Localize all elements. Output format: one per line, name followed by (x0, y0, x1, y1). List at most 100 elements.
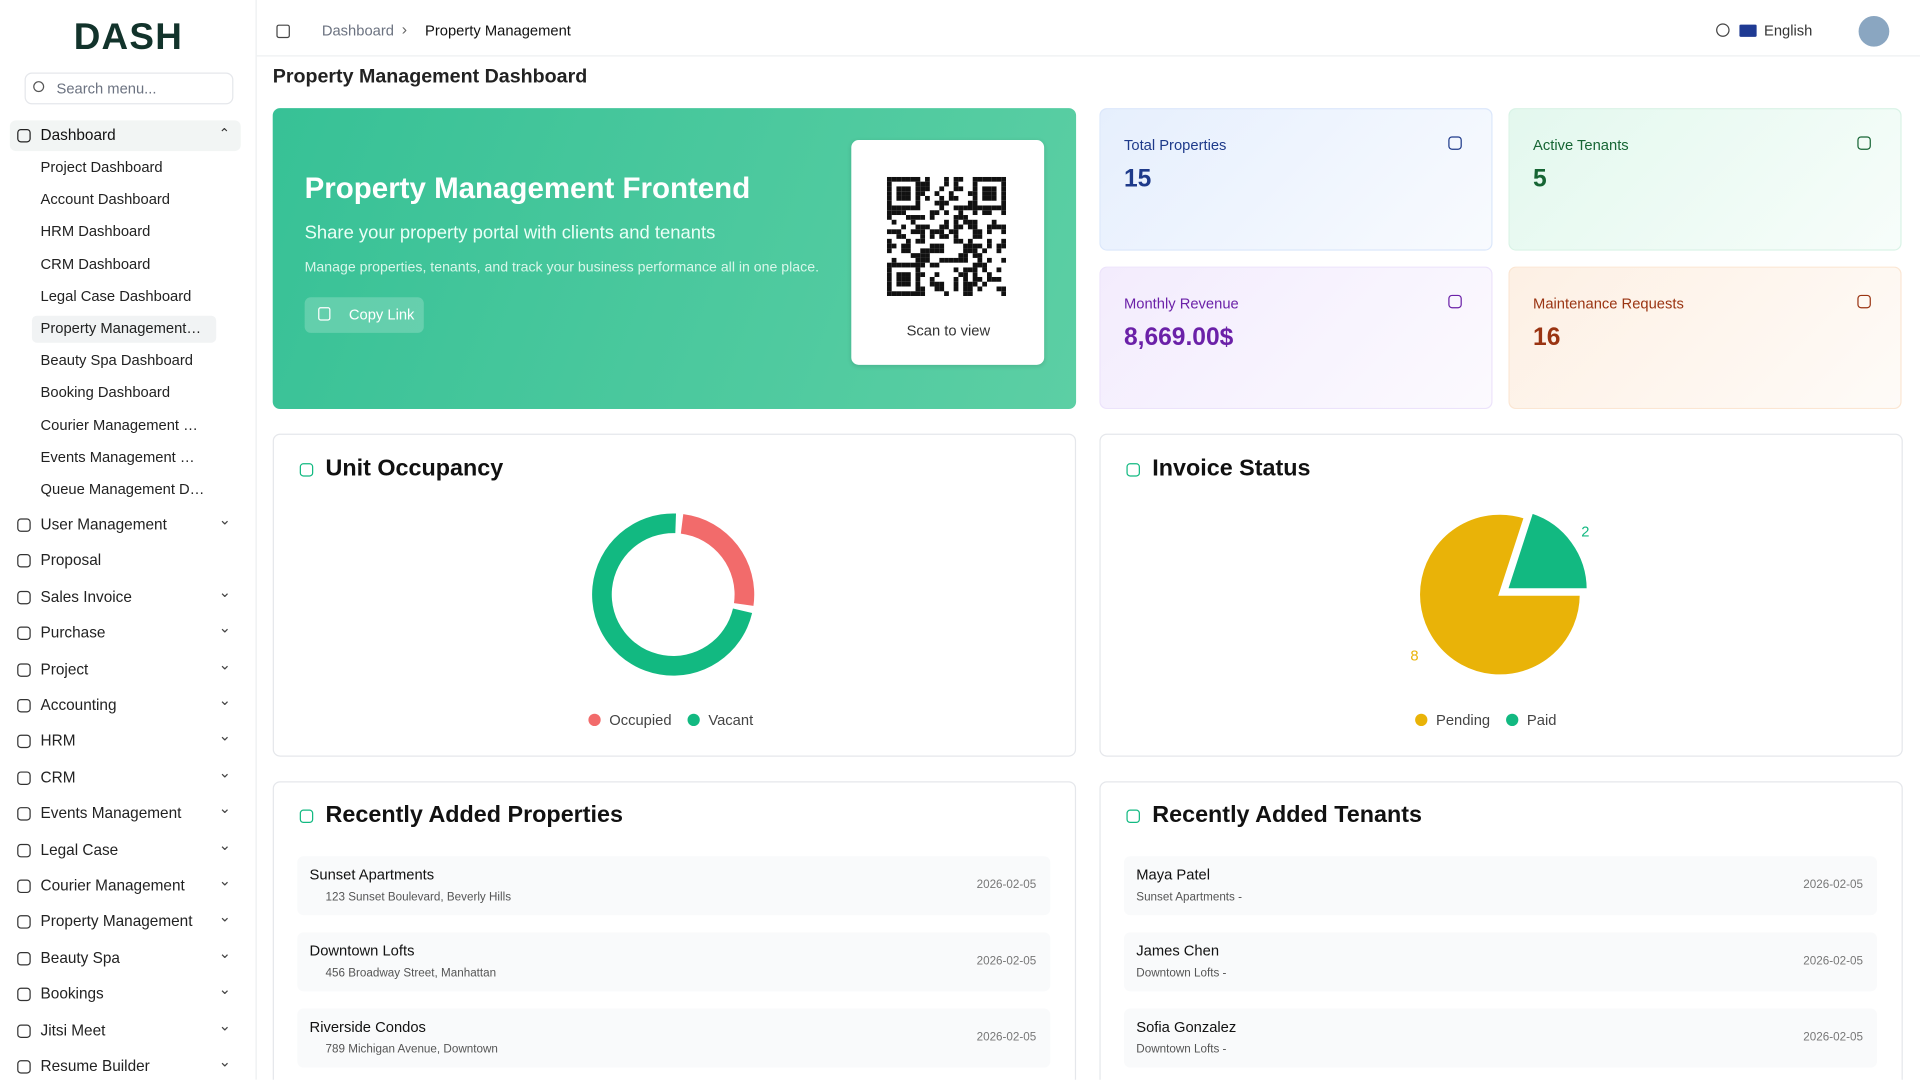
qr-module (915, 281, 921, 287)
list-item[interactable] (1123, 932, 1878, 992)
qr-module (896, 262, 902, 268)
menu-item[interactable]: Resume Builder (40, 1057, 150, 1075)
qr-module (963, 291, 968, 297)
qr-module (963, 248, 968, 254)
submenu-item[interactable]: Queue Management Dashboard (40, 480, 206, 498)
list-item[interactable] (1123, 1008, 1878, 1068)
qr-module (944, 181, 949, 187)
chevron: ⌄ (218, 872, 232, 890)
qr-module (920, 229, 926, 235)
qr-module (934, 281, 940, 287)
item-detail: Downtown Lofts - (1136, 966, 1227, 981)
submenu-item[interactable]: Beauty Spa Dashboard (40, 351, 193, 369)
qr-module (915, 200, 921, 206)
qr-module (896, 176, 902, 182)
submenu-item[interactable]: Property Management Dashboard (40, 319, 206, 337)
qr-module (925, 195, 930, 201)
qr-module (982, 195, 988, 201)
list-item[interactable] (297, 932, 1051, 992)
submenu-item[interactable]: CRM Dashboard (40, 255, 151, 273)
menu-item[interactable]: Beauty Spa (40, 949, 120, 967)
list-item[interactable] (1123, 856, 1878, 916)
icon (299, 809, 314, 824)
logo: DASH (73, 17, 184, 58)
qr-module (967, 267, 973, 273)
menu-item[interactable]: Legal Case (40, 840, 119, 859)
submenu-item[interactable]: Project Dashboard (40, 158, 163, 176)
qr-module (920, 262, 926, 268)
qr-module (886, 272, 892, 277)
list-item[interactable] (297, 856, 1051, 916)
sidebar-toggle[interactable] (276, 24, 290, 39)
submenu-item[interactable]: HRM Dashboard (40, 222, 151, 241)
qr-module (977, 253, 983, 258)
menu-item[interactable]: Jitsi Meet (40, 1021, 106, 1039)
list-item[interactable] (297, 1008, 1051, 1068)
item-detail: 123 Sunset Boulevard, Beverly Hills (325, 890, 512, 905)
menu-item[interactable]: Project (40, 660, 89, 678)
qr-module (920, 238, 926, 244)
submenu-item[interactable]: Booking Dashboard (40, 383, 171, 401)
icon (17, 554, 31, 569)
qr-module (891, 210, 897, 216)
menu-item[interactable]: CRM (40, 768, 76, 786)
breadcrumb[interactable]: Dashboard (321, 22, 394, 40)
globe (1716, 23, 1730, 37)
qr-module (967, 238, 973, 244)
menu-item[interactable]: Property Management (40, 913, 193, 931)
qr-module (944, 224, 949, 230)
qr-module (886, 181, 892, 187)
legend-label: Occupied (609, 713, 671, 729)
submenu-item[interactable]: Events Management Dashboard (40, 448, 206, 466)
separator: › (401, 19, 408, 39)
icon (17, 698, 31, 713)
menu-item[interactable]: Accounting (40, 696, 117, 714)
qr-module (963, 243, 968, 249)
qr-module (925, 176, 930, 182)
menu-item[interactable]: Events Management (40, 804, 182, 823)
menu-item[interactable]: Purchase (40, 624, 106, 642)
qr-module (958, 272, 964, 277)
qr-module (1001, 229, 1007, 235)
chart: 8 2 Pending Paid (1410, 510, 1589, 729)
copy-button[interactable] (304, 297, 424, 333)
menu-item[interactable]: Proposal (40, 552, 102, 570)
submenu-item[interactable]: Legal Case Dashboard (40, 287, 192, 305)
menu-active[interactable] (9, 120, 241, 152)
qr-module (886, 281, 892, 287)
qr-module (891, 219, 897, 225)
chart-title: Invoice Status (1152, 455, 1311, 482)
qr-module (953, 181, 959, 187)
qr-module (958, 210, 964, 216)
qr-module (905, 291, 911, 297)
menu-item[interactable]: Sales Invoice (40, 588, 132, 606)
qr-module (905, 276, 911, 282)
search[interactable] (24, 72, 234, 105)
submenu-item[interactable]: Account Dashboard (40, 190, 171, 208)
menu-item[interactable]: Courier Management (40, 877, 185, 895)
avatar[interactable] (1858, 15, 1890, 47)
qr-module (967, 291, 973, 297)
qr-module (896, 281, 902, 287)
item-detail: Downtown Lofts - (1136, 1042, 1227, 1057)
menu-item[interactable]: User Management (40, 515, 167, 534)
qr-module (886, 276, 892, 282)
item-detail: Sunset Apartments - (1136, 890, 1243, 905)
qr-module (901, 186, 906, 192)
qr-module (972, 267, 978, 273)
qr-module (915, 272, 921, 277)
submenu-item[interactable]: Courier Management Dashboard (40, 415, 206, 434)
menu-item[interactable]: Bookings (40, 985, 104, 1003)
menu-item[interactable]: HRM (40, 732, 76, 750)
qr-module (944, 219, 949, 225)
stat-label: Active Tenants (1533, 136, 1629, 154)
qr-module (1001, 257, 1007, 263)
qr-module (967, 219, 973, 225)
item-detail: 456 Broadway Street, Manhattan (325, 966, 497, 981)
qr-module (929, 234, 935, 239)
qr-module (977, 176, 983, 182)
qr-module (972, 181, 978, 187)
language[interactable]: English (1763, 22, 1813, 40)
qr-module (886, 248, 892, 254)
